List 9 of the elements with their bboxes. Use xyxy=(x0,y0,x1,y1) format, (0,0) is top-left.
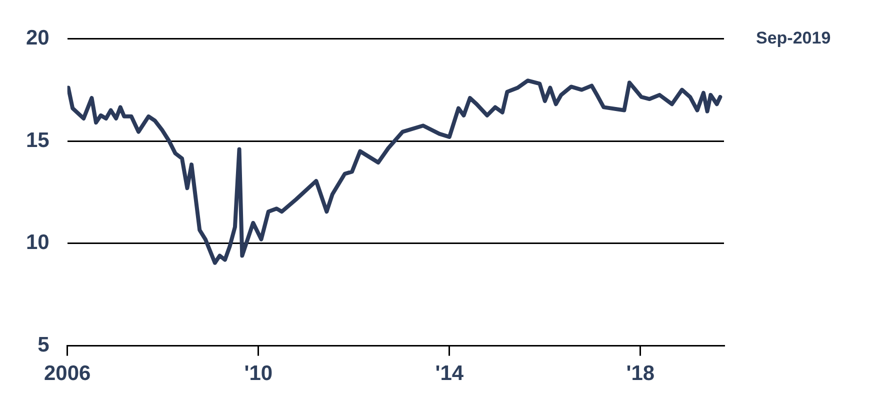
y-tick-label: 15 xyxy=(26,128,50,152)
y-tick-label: 20 xyxy=(26,26,50,50)
y-tick-label: 5 xyxy=(38,334,50,357)
y-tick-label: 10 xyxy=(26,231,50,254)
x-tick-label: '18 xyxy=(626,362,655,386)
x-tick-label: 2006 xyxy=(44,362,91,386)
x-tick-label: '14 xyxy=(435,362,464,386)
x-tick-label: '10 xyxy=(244,362,273,386)
text: Sep-2019 xyxy=(756,28,831,48)
